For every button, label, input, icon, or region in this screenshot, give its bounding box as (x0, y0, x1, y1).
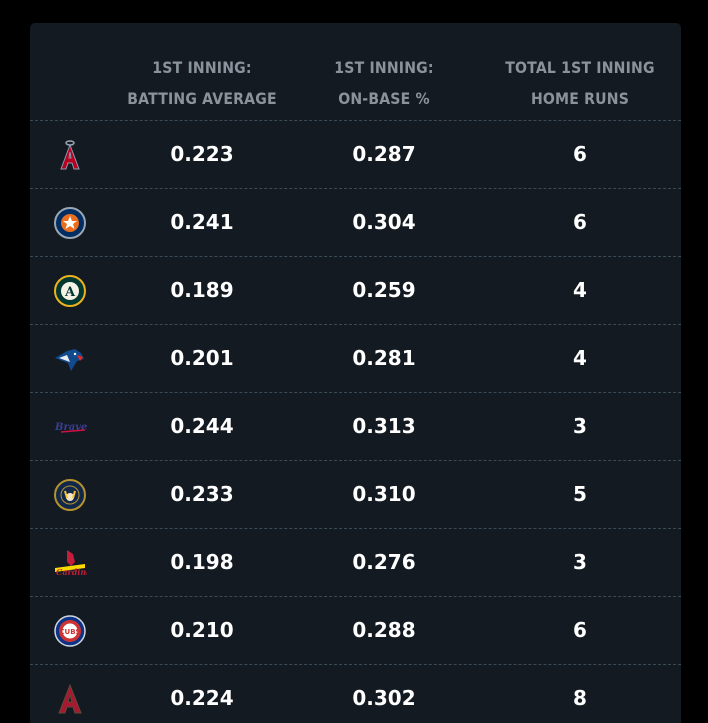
home-runs-cell: 4 (573, 346, 587, 370)
header-line: ON-BASE % (338, 89, 430, 108)
header-batting-average[interactable]: 1ST INNING: BATTING AVERAGE (112, 52, 292, 114)
brewers-logo-icon (52, 478, 88, 512)
home-runs-cell: 6 (573, 142, 587, 166)
batting-average-cell: 0.241 (170, 210, 234, 234)
batting-average-cell: 0.210 (170, 618, 234, 642)
braves-logo-icon: Braves (52, 410, 88, 444)
home-runs-cell: 6 (573, 210, 587, 234)
stats-table: 1ST INNING: BATTING AVERAGE 1ST INNING: … (30, 23, 681, 723)
on-base-pct-cell: 0.288 (352, 618, 416, 642)
athletics-logo-icon: A (52, 274, 88, 308)
header-line: 1ST INNING: (334, 58, 434, 77)
batting-average-cell: 0.233 (170, 482, 234, 506)
home-runs-cell: 8 (573, 686, 587, 710)
on-base-pct-cell: 0.281 (352, 346, 416, 370)
diamondbacks-logo-icon (52, 682, 88, 716)
blue-jays-logo-icon (52, 342, 88, 376)
batting-average-cell: 0.224 (170, 686, 234, 710)
on-base-pct-cell: 0.276 (352, 550, 416, 574)
home-runs-cell: 3 (573, 414, 587, 438)
svg-text:Braves: Braves (54, 422, 87, 433)
table-row: Braves 0.244 0.313 3 (30, 393, 681, 461)
svg-text:Cardinals: Cardinals (56, 567, 87, 577)
table-row: 0.223 0.287 6 (30, 121, 681, 189)
table-row: Cardinals 0.198 0.276 3 (30, 529, 681, 597)
table-row: 0.233 0.310 5 (30, 461, 681, 529)
home-runs-cell: 6 (573, 618, 587, 642)
home-runs-cell: 3 (573, 550, 587, 574)
on-base-pct-cell: 0.310 (352, 482, 416, 506)
header-home-runs[interactable]: TOTAL 1ST INNING HOME RUNS (483, 52, 677, 114)
batting-average-cell: 0.201 (170, 346, 234, 370)
svg-text:CUBS: CUBS (59, 628, 80, 636)
table-header: 1ST INNING: BATTING AVERAGE 1ST INNING: … (30, 23, 681, 121)
table-row: A 0.189 0.259 4 (30, 257, 681, 325)
table-row: 0.201 0.281 4 (30, 325, 681, 393)
angels-logo-icon (52, 138, 88, 172)
batting-average-cell: 0.223 (170, 142, 234, 166)
on-base-pct-cell: 0.313 (352, 414, 416, 438)
header-line: BATTING AVERAGE (127, 89, 277, 108)
header-line: 1ST INNING: (152, 58, 252, 77)
batting-average-cell: 0.244 (170, 414, 234, 438)
table-row: 0.241 0.304 6 (30, 189, 681, 257)
table-row: 0.224 0.302 8 (30, 665, 681, 723)
header-line: TOTAL 1ST INNING (505, 58, 655, 77)
table-row: CUBS 0.210 0.288 6 (30, 597, 681, 665)
on-base-pct-cell: 0.259 (352, 278, 416, 302)
header-on-base-pct[interactable]: 1ST INNING: ON-BASE % (315, 52, 452, 114)
cubs-logo-icon: CUBS (52, 614, 88, 648)
svg-text:A: A (64, 285, 76, 300)
batting-average-cell: 0.189 (170, 278, 234, 302)
on-base-pct-cell: 0.287 (352, 142, 416, 166)
on-base-pct-cell: 0.302 (352, 686, 416, 710)
home-runs-cell: 4 (573, 278, 587, 302)
home-runs-cell: 5 (573, 482, 587, 506)
cardinals-logo-icon: Cardinals (52, 546, 88, 580)
astros-logo-icon (52, 206, 88, 240)
on-base-pct-cell: 0.304 (352, 210, 416, 234)
header-line: HOME RUNS (530, 89, 630, 108)
batting-average-cell: 0.198 (170, 550, 234, 574)
